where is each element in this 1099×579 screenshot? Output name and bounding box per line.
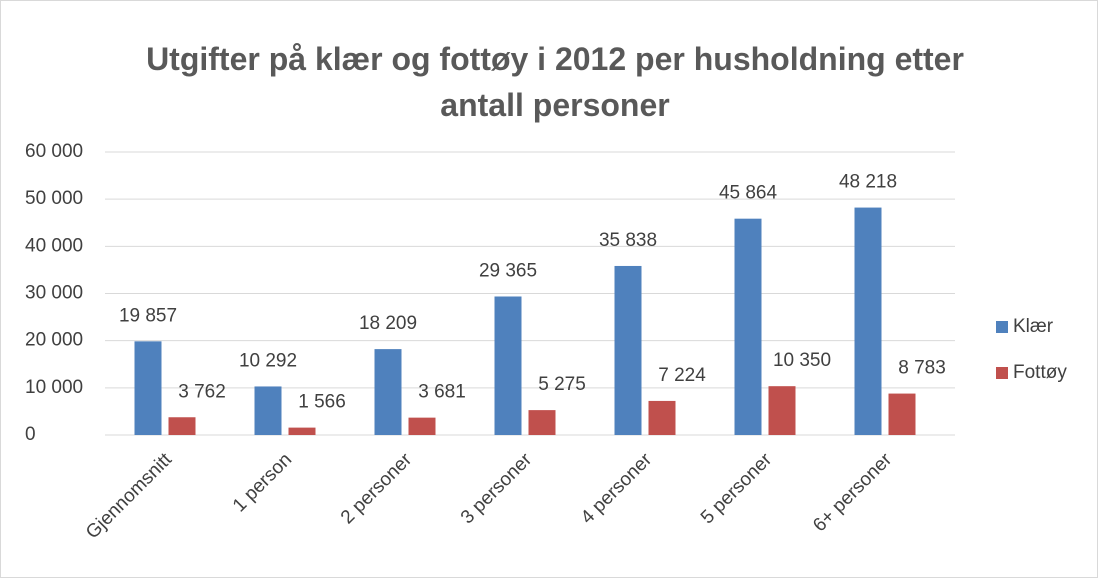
value-label: 1 566	[298, 392, 346, 413]
bar	[494, 296, 522, 435]
value-label: 19 857	[119, 305, 177, 326]
x-tick-label: Gjennomsnitt	[82, 449, 177, 544]
value-label: 45 864	[719, 183, 778, 204]
value-label: 3 681	[418, 382, 466, 403]
value-label: 48 218	[839, 172, 897, 193]
value-label: 7 224	[658, 365, 706, 386]
x-tick-label: 1 person	[229, 449, 296, 516]
x-tick-label: 6+ personer	[809, 449, 896, 536]
value-label: 18 209	[359, 313, 417, 334]
y-tick-label: 30 000	[25, 283, 83, 304]
x-tick-label: 5 personer	[697, 449, 777, 529]
x-tick-label: 4 personer	[577, 449, 657, 529]
bar	[734, 218, 762, 435]
y-tick-label: 10 000	[25, 377, 83, 398]
chart-title: Utgifter på klær og fottøy i 2012 per hu…	[146, 41, 964, 123]
value-label: 3 762	[178, 381, 226, 402]
legend-swatch	[996, 321, 1008, 333]
value-label: 10 292	[239, 350, 297, 371]
bar	[134, 341, 162, 435]
bar	[168, 417, 196, 435]
bar	[854, 207, 882, 435]
bar	[614, 265, 642, 435]
bar	[408, 417, 436, 435]
legend-swatch	[996, 367, 1008, 379]
bar	[648, 400, 676, 435]
value-label: 35 838	[599, 230, 657, 251]
value-label: 8 783	[898, 358, 946, 379]
x-tick-label: 3 personer	[457, 449, 537, 529]
y-tick-label: 0	[25, 424, 36, 445]
y-tick-label: 50 000	[25, 188, 83, 209]
value-label: 10 350	[773, 350, 831, 371]
legend-label: Klær	[1013, 316, 1054, 337]
y-tick-label: 20 000	[25, 330, 83, 351]
value-label: 29 365	[479, 261, 537, 282]
x-tick-label: 2 personer	[337, 449, 417, 529]
bar	[254, 386, 282, 435]
bar	[888, 393, 916, 435]
value-label: 5 275	[538, 374, 586, 395]
y-tick-label: 60 000	[25, 141, 83, 162]
bar	[528, 410, 556, 435]
bar	[374, 349, 402, 435]
y-tick-label: 40 000	[25, 235, 83, 256]
legend-label: Fottøy	[1013, 362, 1067, 383]
bar	[288, 427, 316, 435]
bar	[768, 386, 796, 435]
